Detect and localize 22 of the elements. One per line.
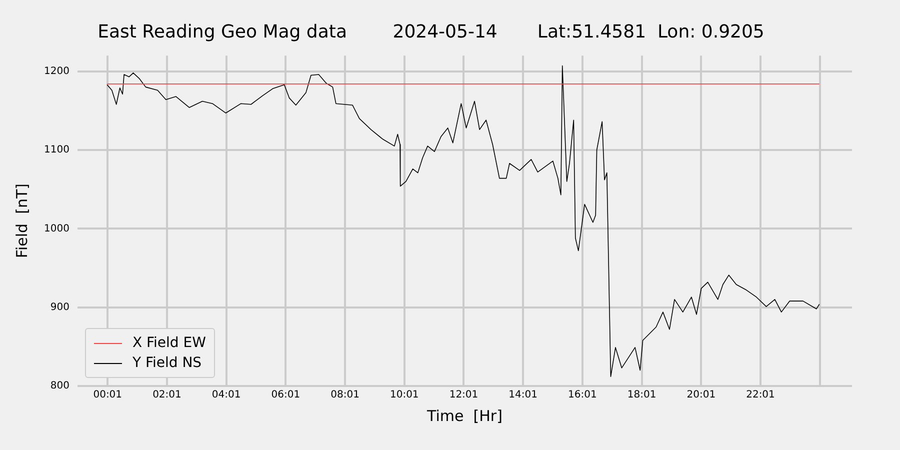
x-tick-label: 16:01 bbox=[568, 390, 597, 401]
y-tick-label: 1000 bbox=[44, 223, 70, 234]
x-axis-title: Time [Hr] bbox=[426, 406, 502, 425]
y-tick-label: 1100 bbox=[44, 144, 70, 156]
x-tick-label: 20:01 bbox=[686, 390, 716, 401]
chart-title: East Reading Geo Mag data 2024-05-14 Lat:51.4581 Lon: 0.9205 bbox=[98, 21, 764, 42]
y-tick-label: 800 bbox=[50, 380, 70, 392]
y-tick-label: 900 bbox=[50, 302, 70, 313]
x-tick-label: 14:01 bbox=[508, 390, 538, 401]
x-tick-label: 06:01 bbox=[271, 390, 300, 401]
x-tick-label: 08:01 bbox=[330, 390, 360, 401]
x-tick-label: 04:01 bbox=[212, 390, 241, 401]
y-axis-title: Field [nT] bbox=[12, 184, 31, 258]
y-tick-label: 1200 bbox=[44, 66, 70, 77]
x-tick-label: 02:01 bbox=[152, 390, 182, 401]
x-tick-label: 22:01 bbox=[746, 390, 775, 401]
x-tick-label: 00:01 bbox=[93, 390, 122, 401]
x-tick-label: 18:01 bbox=[627, 390, 656, 401]
x-tick-label: 12:01 bbox=[449, 390, 478, 401]
legend-label: Y Field NS bbox=[132, 355, 202, 371]
legend-label: X Field EW bbox=[132, 335, 206, 351]
x-tick-label: 10:01 bbox=[390, 390, 419, 401]
